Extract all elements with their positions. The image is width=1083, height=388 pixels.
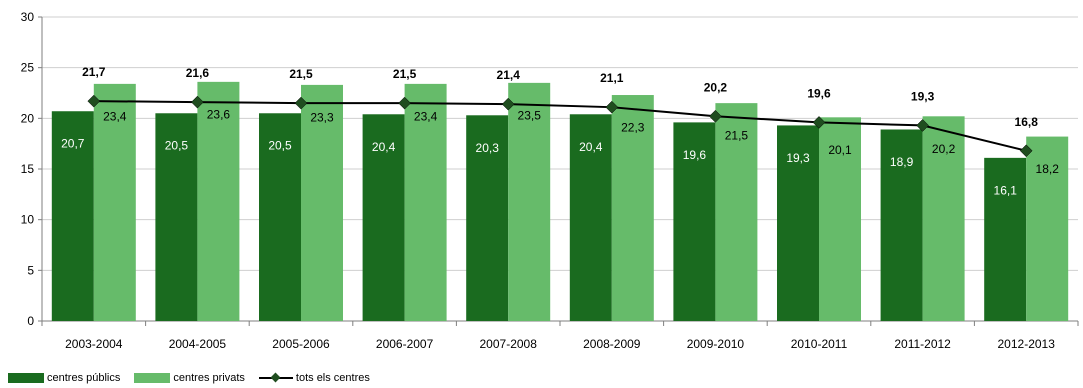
point-value-label-total: 19,3 <box>911 89 935 103</box>
point-value-label-total: 21,4 <box>497 68 521 82</box>
bar-private <box>508 82 551 321</box>
series-line-total <box>93 100 1027 152</box>
x-tick-label: 2009-2010 <box>687 337 745 351</box>
point-marker-total <box>916 119 929 132</box>
legend-item-public: centres públics <box>8 372 120 384</box>
bar-public-value-label: 19,3 <box>786 151 810 165</box>
bar-private <box>819 117 861 321</box>
bar-public-value-label: 18,9 <box>890 155 914 169</box>
x-tick-label: 2004-2005 <box>169 337 227 351</box>
bar-private-value-label: 23,3 <box>310 110 334 124</box>
bar-private-value-label: 23,4 <box>103 109 127 123</box>
point-value-label-total: 20,2 <box>704 80 728 94</box>
point-value-label-total: 16,8 <box>1015 115 1039 129</box>
bar-public-value-label: 20,4 <box>372 140 396 154</box>
x-tick-label: 2012-2013 <box>998 337 1056 351</box>
bar-private <box>922 116 965 321</box>
bar-private-value-label: 20,1 <box>828 143 852 157</box>
y-tick-label: 5 <box>27 263 34 277</box>
bar-private <box>715 103 758 321</box>
bar-private <box>301 84 343 321</box>
bar-public <box>466 115 509 321</box>
y-tick-label: 20 <box>21 111 35 125</box>
point-marker-total <box>812 116 826 129</box>
bar-public-value-label: 20,3 <box>476 141 500 155</box>
point-value-label-total: 19,6 <box>807 86 831 100</box>
bar-public <box>673 122 716 322</box>
bar-public-value-label: 20,5 <box>165 139 189 153</box>
point-marker-total <box>294 96 308 110</box>
legend-item-total: tots els centres <box>258 372 370 384</box>
bar-private <box>611 95 654 321</box>
bar-public <box>155 113 198 322</box>
y-tick-label: 25 <box>21 61 35 75</box>
legend-swatch-public <box>8 373 44 383</box>
point-value-label-total: 21,1 <box>600 71 624 85</box>
chart-canvas: 0 5 10 15 20 25 30 20,7 23,4 2003-2004 20,5 23,6 200… <box>21 10 1079 351</box>
bar-private-value-label: 23,4 <box>414 109 438 123</box>
bar-public-value-label: 20,5 <box>268 139 292 153</box>
bar-public <box>51 111 94 322</box>
x-tick-label: 2003-2004 <box>65 337 123 351</box>
y-tick-label: 0 <box>27 314 34 328</box>
point-marker-total <box>191 95 204 109</box>
legend-label-public: centres públics <box>47 372 121 384</box>
bar-public-value-label: 20,7 <box>61 137 85 151</box>
point-marker-total <box>709 109 722 123</box>
y-tick-label: 30 <box>21 10 35 24</box>
bar-public <box>259 113 301 322</box>
bar-public <box>880 129 923 321</box>
x-tick-label: 2011-2012 <box>894 337 951 351</box>
bar-private <box>197 81 240 321</box>
x-tick-label: 2007-2008 <box>480 337 538 351</box>
point-value-label-total: 21,5 <box>393 67 417 81</box>
y-tick-label: 15 <box>21 162 35 176</box>
legend-label-total: tots els centres <box>295 372 370 384</box>
bar-public <box>777 125 819 321</box>
bar-private-value-label: 23,6 <box>207 107 231 121</box>
x-tick-label: 2010-2011 <box>791 337 848 351</box>
y-tick-label: 10 <box>21 213 35 227</box>
bar-private-value-label: 21,5 <box>725 129 749 143</box>
bar-private <box>93 83 136 321</box>
point-marker-total <box>605 100 619 114</box>
bar-public <box>984 157 1027 321</box>
bar-public-value-label: 19,6 <box>683 148 707 162</box>
bar-private <box>404 83 447 321</box>
legend-item-private: centres privats <box>134 372 245 384</box>
point-marker-total <box>87 94 101 108</box>
legend-line-marker-icon <box>258 372 293 383</box>
x-tick-label: 2005-2006 <box>272 337 330 351</box>
point-value-label-total: 21,6 <box>186 66 210 80</box>
bar-public-value-label: 16,1 <box>994 183 1018 197</box>
point-marker-total <box>1019 144 1033 158</box>
bar-private-value-label: 20,2 <box>932 142 956 156</box>
x-tick-label: 2008-2009 <box>583 337 641 351</box>
bar-private-value-label: 18,2 <box>1036 162 1060 176</box>
chart-legend: centres públics centres privats tots els… <box>8 372 384 384</box>
bar-private <box>1026 136 1069 321</box>
point-value-label-total: 21,5 <box>289 67 313 81</box>
point-marker-total <box>398 96 411 110</box>
x-tick-label: 2006-2007 <box>376 337 434 351</box>
point-marker-total <box>501 97 515 111</box>
legend-label-private: centres privats <box>173 372 245 384</box>
bar-public <box>569 114 612 321</box>
bar-private-value-label: 23,5 <box>518 108 542 122</box>
bar-private-value-label: 22,3 <box>621 121 645 135</box>
legend-swatch-private <box>134 373 171 383</box>
point-value-label-total: 21,7 <box>82 65 106 79</box>
bar-public <box>362 114 405 321</box>
bar-public-value-label: 20,4 <box>579 140 603 154</box>
